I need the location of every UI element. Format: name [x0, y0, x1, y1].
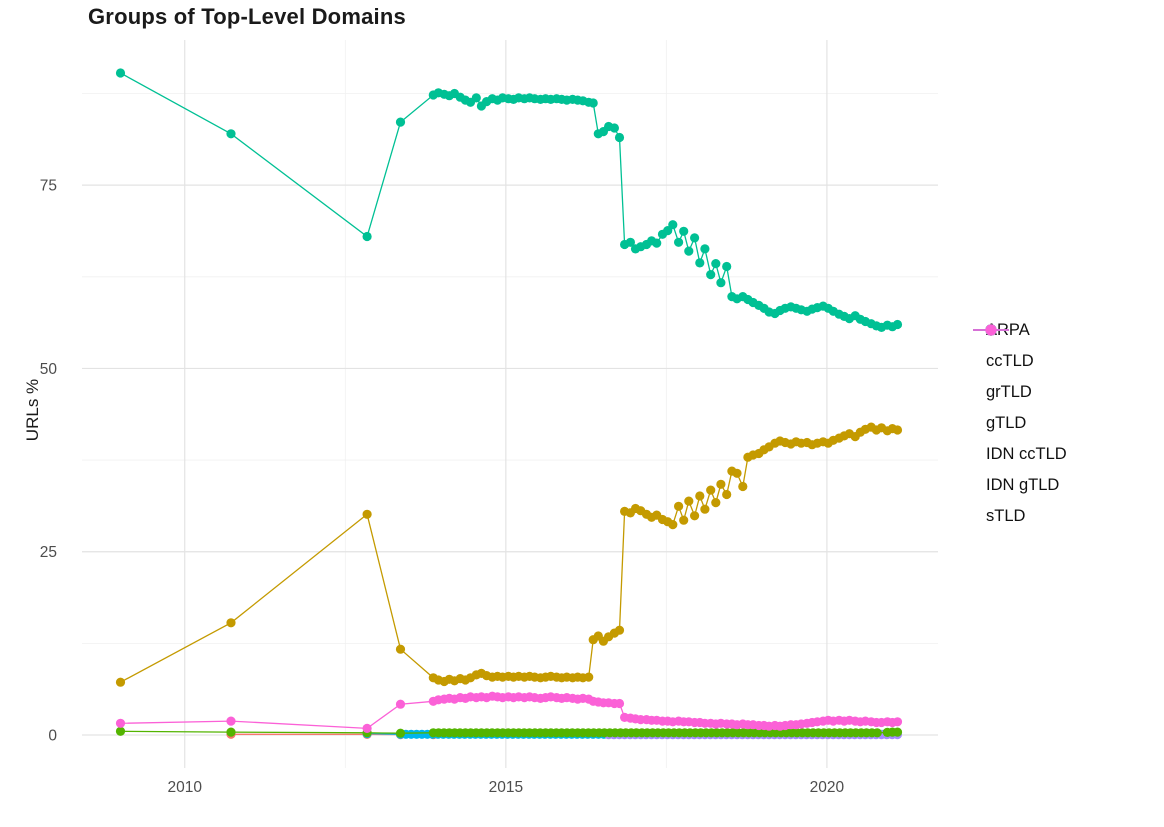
series-stld: [115, 691, 903, 734]
data-point: [872, 728, 882, 738]
series-line: [120, 72, 898, 329]
legend-label: sTLD: [986, 507, 1026, 525]
data-point: [625, 237, 636, 247]
data-point: [711, 498, 721, 508]
data-point: [700, 504, 710, 514]
data-point: [609, 123, 620, 133]
data-point: [395, 728, 406, 738]
data-point: [115, 677, 126, 687]
data-point: [614, 625, 625, 635]
data-point: [679, 226, 689, 236]
data-point: [226, 716, 236, 726]
chart-title: Groups of Top-Level Domains: [88, 4, 406, 29]
data-point: [471, 93, 481, 103]
y-tick-label: 75: [40, 178, 57, 195]
data-point: [588, 98, 598, 108]
data-point: [722, 489, 732, 500]
data-point: [115, 718, 126, 728]
data-point: [395, 699, 406, 709]
legend-entry-stld: sTLD: [972, 324, 1067, 527]
data-point: [395, 117, 406, 127]
data-point: [706, 485, 716, 495]
data-point: [395, 644, 406, 654]
series-cctld: [115, 422, 903, 687]
legend-label: IDN gTLD: [986, 476, 1060, 494]
data-point: [614, 698, 625, 709]
data-point: [674, 237, 684, 247]
series-grtld: [115, 726, 903, 738]
data-point: [614, 132, 625, 143]
data-point: [668, 220, 678, 230]
x-tick-label: 2015: [489, 779, 523, 796]
data-point: [679, 515, 689, 525]
data-point: [226, 618, 236, 628]
data-point: [226, 129, 236, 139]
data-point: [738, 481, 748, 492]
data-point: [695, 491, 705, 501]
data-point: [716, 278, 726, 288]
data-point: [716, 479, 726, 489]
legend-entry-cctld: ccTLD: [972, 324, 1067, 372]
data-point: [652, 238, 662, 248]
data-point: [706, 270, 716, 280]
data-point: [668, 520, 678, 530]
data-point: [892, 319, 903, 330]
data-point: [115, 68, 126, 78]
data-point: [684, 246, 694, 256]
y-tick-label: 25: [40, 544, 57, 561]
data-point: [700, 244, 710, 254]
y-tick-label: 50: [40, 361, 58, 378]
data-point: [892, 717, 903, 727]
legend-entry-idn-gtld: IDN gTLD: [972, 324, 1067, 496]
series-gtld: [115, 68, 903, 332]
legend-key-dot: [985, 324, 997, 336]
data-point: [362, 231, 372, 242]
legend-entry-idn-cctld: IDN ccTLD: [972, 324, 1067, 465]
legend-label: IDN ccTLD: [986, 445, 1067, 463]
data-point: [115, 726, 126, 736]
data-point: [690, 233, 700, 243]
data-point: [892, 727, 903, 737]
x-tick-label: 2020: [810, 779, 845, 796]
data-point: [711, 259, 721, 269]
data-point: [695, 258, 705, 268]
data-point: [674, 501, 684, 511]
data-point: [226, 727, 236, 737]
legend: ARPA ccTLD grTLD gTLD IDN ccTLD IDN gTLD sTLD: [972, 320, 1067, 527]
data-point: [362, 723, 372, 734]
legend-key-icon: [973, 324, 1009, 336]
data-point: [362, 509, 372, 519]
series-line: [120, 426, 898, 683]
data-point: [690, 511, 700, 521]
x-tick-label: 2010: [168, 779, 203, 796]
y-tick-label: 0: [48, 728, 57, 745]
legend-label: grTLD: [986, 383, 1032, 401]
data-point: [584, 672, 594, 682]
legend-entry-gtld: gTLD: [972, 324, 1067, 434]
data-point: [892, 425, 903, 435]
data-point: [732, 468, 742, 478]
legend-entry-grtld: grTLD: [972, 324, 1067, 403]
legend-label: gTLD: [986, 414, 1027, 432]
legend-label: ccTLD: [986, 352, 1034, 370]
data-point: [722, 261, 732, 272]
data-point: [684, 496, 694, 506]
